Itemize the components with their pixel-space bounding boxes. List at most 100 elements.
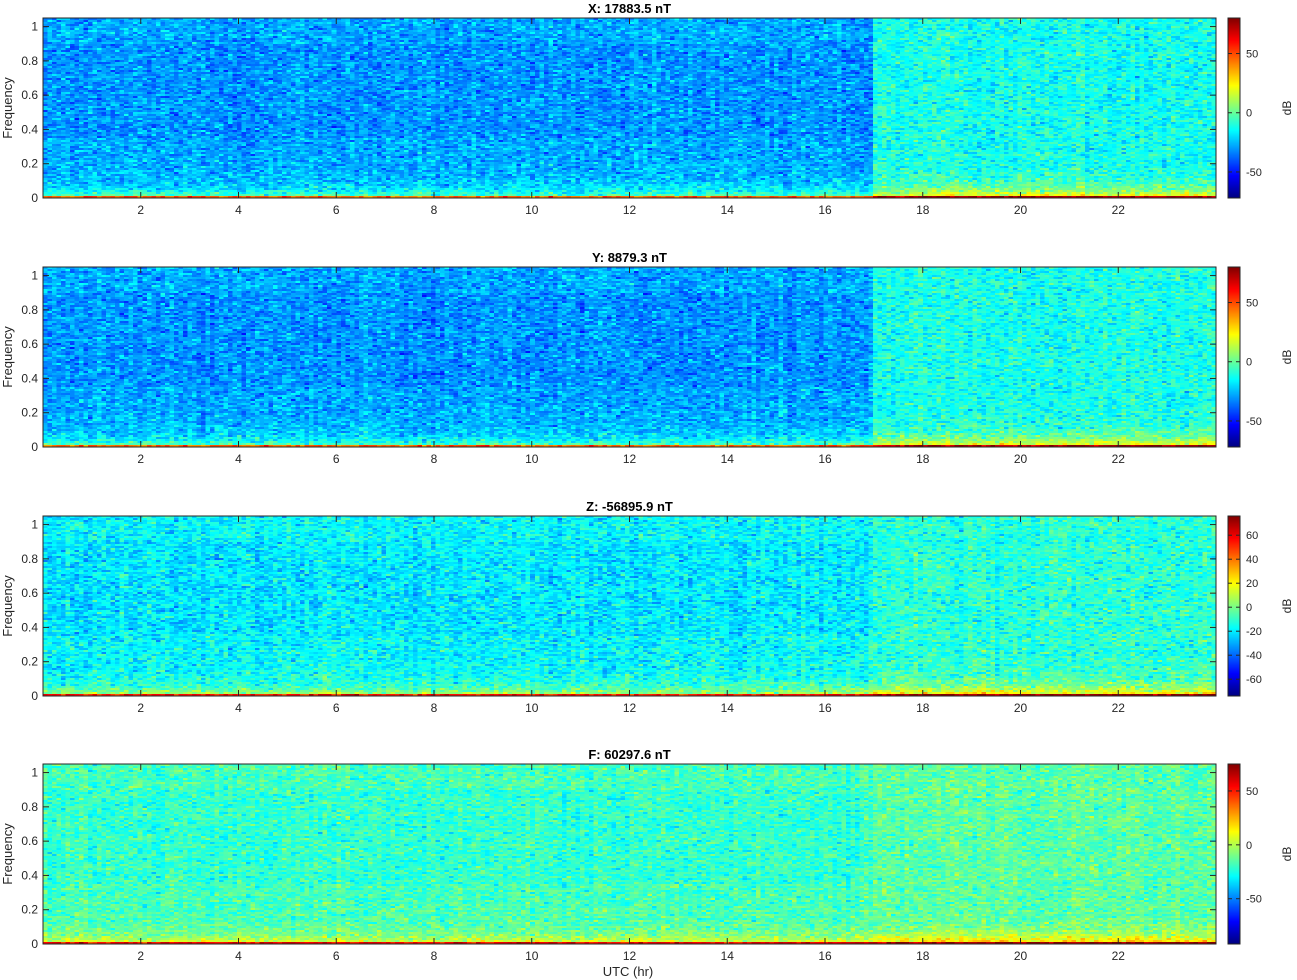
x-tick-label: 8 (431, 203, 438, 217)
colorbar-tick-label: -50 (1246, 894, 1262, 906)
colorbar-tick-label: 40 (1246, 554, 1258, 566)
colorbar-frame (1227, 515, 1241, 697)
x-tick-label: 4 (235, 701, 242, 715)
spectrogram-panel: F: 60297.6 nT2 4 6 8 10 12 14 16 18 20 2200.20.40.… (0, 747, 1294, 963)
y-axis-label: Frequency (0, 326, 15, 388)
spectrogram-panel: Z: -56895.9 nT2 4 6 8 10 12 14 16 18 20 2200.20.40… (0, 499, 1294, 715)
colorbar-gradient (1228, 267, 1240, 447)
colorbar-tick-label: 0 (1246, 108, 1252, 120)
x-tick-label: 20 (1014, 949, 1028, 963)
x-axis-label: UTC (hr) (603, 964, 654, 979)
x-tick-label: 6 (333, 452, 340, 466)
x-tick-label: 10 (525, 452, 539, 466)
x-tick-label: 12 (623, 701, 637, 715)
y-tick-label: 1 (31, 766, 38, 780)
colorbar-gradient (1228, 18, 1240, 198)
x-tick-label: 6 (333, 203, 340, 217)
x-tick-label: 2 (137, 203, 144, 217)
y-tick-label: 0 (31, 440, 38, 454)
colorbar: -50 0 50 dB (1227, 17, 1294, 199)
x-tick-label: 14 (721, 452, 735, 466)
colorbar-label: dB (1280, 350, 1294, 365)
colorbar-gradient (1228, 516, 1240, 696)
x-tick-label: 22 (1112, 949, 1126, 963)
y-tick-label: 0.2 (21, 406, 38, 420)
y-tick-label: 0.4 (21, 868, 38, 882)
spectrogram-panel: X: 17883.5 nT2 4 6 8 10 12 14 16 18 20 2200.20.40.… (0, 1, 1294, 217)
x-tick-label: 2 (137, 452, 144, 466)
x-tick-label: 12 (623, 949, 637, 963)
x-tick-label: 8 (431, 701, 438, 715)
spectrogram-image (43, 516, 1216, 696)
y-axis-label: Frequency (0, 823, 15, 885)
x-tick-label: 10 (525, 949, 539, 963)
y-axis-label: Frequency (0, 575, 15, 637)
x-tick-label: 20 (1014, 452, 1028, 466)
y-tick-label: 1 (31, 269, 38, 283)
colorbar-tick-label: -50 (1246, 167, 1262, 179)
colorbar-tick-label: 0 (1246, 840, 1252, 852)
x-tick-label: 10 (525, 203, 539, 217)
y-tick-label: 0.2 (21, 903, 38, 917)
colorbar-tick-label: 60 (1246, 530, 1258, 542)
y-tick-label: 0.2 (21, 655, 38, 669)
y-tick-label: 0 (31, 937, 38, 951)
y-tick-label: 1 (31, 518, 38, 532)
x-tick-label: 16 (818, 949, 832, 963)
x-tick-label: 10 (525, 701, 539, 715)
x-tick-label: 16 (818, 452, 832, 466)
spectrogram-panel: Y: 8879.3 nT2 4 6 8 10 12 14 16 18 20 2200.20.40.6… (0, 250, 1294, 466)
x-tick-label: 6 (333, 701, 340, 715)
colorbar-tick-label: -60 (1246, 674, 1262, 686)
x-tick-label: 4 (235, 949, 242, 963)
x-tick-label: 2 (137, 701, 144, 715)
x-tick-label: 18 (916, 701, 930, 715)
colorbar-label: dB (1280, 847, 1294, 862)
x-tick-label: 20 (1014, 701, 1028, 715)
y-axis-label: Frequency (0, 77, 15, 139)
y-tick-label: 0.4 (21, 371, 38, 385)
panel-title: F: 60297.6 nT (588, 747, 670, 762)
x-tick-label: 4 (235, 203, 242, 217)
colorbar-tick-label: -20 (1246, 626, 1262, 638)
x-tick-label: 22 (1112, 452, 1126, 466)
x-tick-label: 18 (916, 452, 930, 466)
y-tick-label: 0.4 (21, 620, 38, 634)
y-tick-label: 0 (31, 689, 38, 703)
y-tick-label: 0.4 (21, 122, 38, 136)
x-tick-label: 2 (137, 949, 144, 963)
x-tick-label: 20 (1014, 203, 1028, 217)
panel-title: Y: 8879.3 nT (592, 250, 667, 265)
y-tick-label: 0.2 (21, 157, 38, 171)
colorbar-frame (1227, 763, 1241, 945)
colorbar-tick-label: -40 (1246, 650, 1262, 662)
colorbar-frame (1227, 266, 1241, 448)
colorbar-label: dB (1280, 101, 1294, 116)
x-tick-label: 8 (431, 452, 438, 466)
x-tick-label: 22 (1112, 701, 1126, 715)
x-tick-label: 12 (623, 452, 637, 466)
x-tick-label: 6 (333, 949, 340, 963)
colorbar-tick-label: 50 (1246, 298, 1258, 310)
spectrogram-image (43, 764, 1216, 944)
y-tick-label: 0.6 (21, 88, 38, 102)
x-tick-label: 22 (1112, 203, 1126, 217)
y-tick-label: 0.6 (21, 834, 38, 848)
colorbar-tick-label: 0 (1246, 357, 1252, 369)
x-tick-label: 8 (431, 949, 438, 963)
y-tick-label: 0.8 (21, 54, 38, 68)
colorbar-tick-label: 20 (1246, 578, 1258, 590)
spectrogram-image (43, 267, 1216, 447)
colorbar: -50 0 50 dB (1227, 763, 1294, 945)
y-tick-label: 0.6 (21, 586, 38, 600)
colorbar-tick-label: -50 (1246, 416, 1262, 428)
x-tick-label: 14 (721, 701, 735, 715)
x-tick-label: 4 (235, 452, 242, 466)
x-tick-label: 18 (916, 203, 930, 217)
x-tick-label: 16 (818, 701, 832, 715)
colorbar-frame (1227, 17, 1241, 199)
colorbar-tick-label: 50 (1246, 786, 1258, 798)
colorbar-label: dB (1280, 599, 1294, 614)
colorbar-tick-label: 0 (1246, 602, 1252, 614)
